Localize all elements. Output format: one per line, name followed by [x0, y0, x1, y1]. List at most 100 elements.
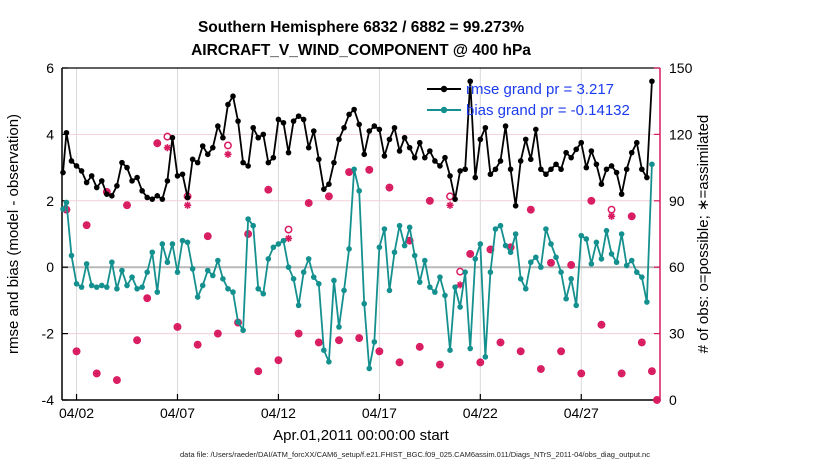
bias-point: [199, 282, 206, 289]
rmse-point: [316, 156, 322, 163]
bias-point: [129, 274, 135, 280]
rmse-point: [194, 159, 201, 166]
bias-point: [548, 241, 554, 247]
bias-point: [447, 347, 453, 354]
bias-point: [381, 226, 388, 232]
obs-assimilated-marker: [274, 356, 283, 364]
obs-assimilated-marker: [648, 367, 656, 375]
obs-possible-marker: [607, 205, 616, 214]
bias-point: [346, 246, 352, 252]
bias-point: [462, 269, 468, 275]
bias-point: [98, 282, 105, 289]
obs-assimilated-marker: [163, 144, 171, 152]
obs-assimilated-marker: [315, 338, 323, 347]
x-tick-label: 04/17: [362, 405, 397, 421]
bias-point: [603, 227, 610, 234]
rmse-point: [149, 196, 156, 202]
rmse-point: [487, 171, 494, 178]
rmse-point: [215, 123, 221, 129]
rmse-point: [507, 166, 514, 173]
obs-assimilated-marker: [133, 336, 141, 344]
bias-point: [60, 206, 66, 212]
bias-point: [149, 249, 156, 256]
obs-assimilated-marker: [93, 369, 101, 378]
obs-assimilated-marker: [254, 367, 262, 375]
rmse-point: [351, 106, 357, 113]
rmse-point: [109, 193, 115, 199]
bias-point: [300, 269, 307, 275]
x-axis-label: Apr.01,2011 00:00:00 start: [273, 427, 450, 444]
rmse-point: [240, 159, 246, 166]
bias-point: [568, 276, 574, 282]
rmse-point: [522, 136, 529, 143]
bias-point: [326, 359, 332, 365]
rmse-point: [144, 194, 150, 201]
rmse-point: [255, 134, 262, 141]
bias-point: [512, 231, 519, 237]
obs-assimilated-marker: [426, 197, 434, 205]
rmse-point: [199, 143, 206, 149]
rmse-point: [563, 149, 569, 156]
obs-assimilated-marker: [436, 360, 444, 369]
bias-point: [366, 365, 373, 372]
rmse-point: [558, 166, 564, 173]
legend-bias-marker: [440, 106, 448, 114]
rmse-point: [361, 151, 368, 158]
x-tick-label: 04/22: [463, 405, 498, 421]
obs-possible-marker: [284, 225, 293, 234]
bias-point: [401, 242, 408, 249]
obs-possible-marker: [446, 192, 454, 201]
bias-point: [63, 199, 70, 206]
bias-point: [179, 237, 186, 244]
obs-assimilated-marker: [72, 347, 81, 355]
obs-assimilated-marker: [638, 338, 646, 347]
rmse-point: [73, 163, 80, 169]
obs-assimilated-marker: [375, 347, 383, 355]
bias-point: [497, 222, 504, 229]
rmse-point: [230, 93, 236, 100]
rmse-point: [573, 146, 580, 153]
rmse-point: [452, 196, 458, 202]
rmse-point: [189, 156, 196, 163]
rmse-point: [386, 136, 393, 143]
bias-point: [487, 269, 494, 275]
legend-rmse-label: rmse grand pr = 3.217: [466, 81, 614, 98]
bias-point: [588, 261, 595, 267]
rmse-point: [341, 124, 347, 131]
bias-series: [60, 161, 655, 372]
rmse-point: [210, 144, 216, 151]
rmse-point: [159, 196, 166, 202]
bias-point: [109, 259, 115, 266]
bias-point: [134, 285, 140, 292]
rmse-line: [62, 80, 653, 207]
bias-point: [553, 254, 559, 261]
bias-point: [104, 284, 110, 290]
rmse-point: [68, 158, 75, 164]
rmse-point: [603, 166, 610, 173]
obs-assimilated-marker: [517, 347, 525, 355]
rmse-point: [553, 161, 559, 168]
rmse-point: [280, 119, 287, 126]
obs-assimilated-marker: [557, 347, 565, 355]
right-tick-label: 60: [669, 259, 685, 275]
bias-point: [467, 345, 474, 352]
obs-assimilated-marker: [183, 201, 192, 209]
rmse-point: [83, 179, 90, 186]
bias-point: [386, 287, 393, 294]
rmse-point: [543, 171, 549, 178]
bias-point: [220, 276, 226, 282]
y-axis-label-right: # of obs: o=possible; ∗=assimilated: [695, 115, 712, 354]
bias-point: [285, 264, 292, 271]
bias-point: [114, 285, 120, 292]
rmse-point: [331, 159, 337, 166]
bias-point: [502, 242, 509, 249]
rmse-point: [568, 154, 574, 161]
bias-point: [194, 294, 201, 300]
bias-point: [623, 262, 630, 269]
legend-bias-label: bias grand pr = -0.14132: [466, 102, 630, 119]
obs-assimilated-marker: [537, 365, 545, 373]
rmse-point: [381, 153, 388, 159]
y-axis-label-left: rmse and bias (model - observation): [5, 114, 22, 354]
